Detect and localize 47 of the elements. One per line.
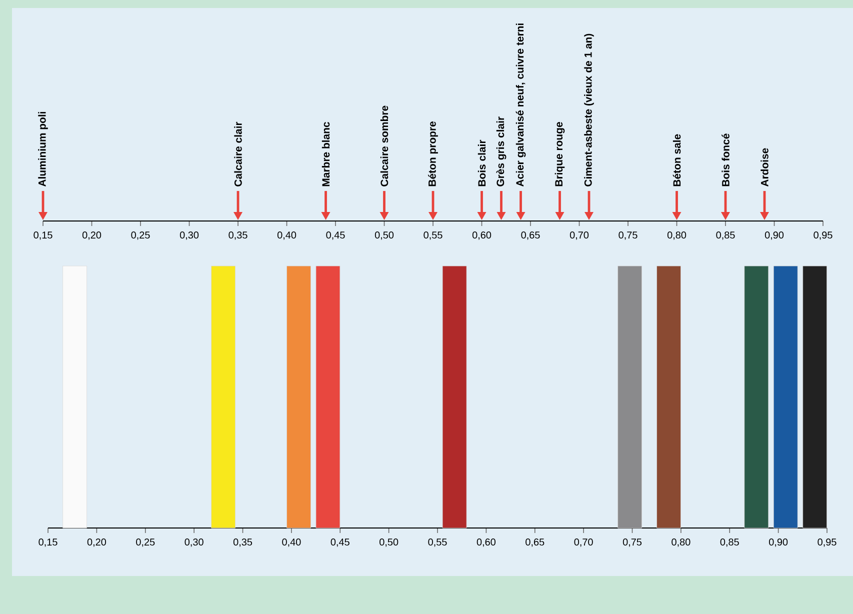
ref-line-label: Acier galvanisé neuf, cuivre terni [516, 24, 526, 187]
x-tick-label: 0,45 [330, 538, 350, 547]
x2-tick-label: 0,40 [277, 232, 296, 240]
ref-line-label: Aluminium poli [38, 112, 48, 187]
ref-line-label: Grès gris clair [496, 116, 506, 186]
x-tick-label: 0,40 [282, 538, 301, 547]
ref-line-label: Bois foncé [722, 134, 730, 186]
x2-tick-label: 0,50 [374, 232, 394, 240]
x-tick-label: 0,95 [818, 538, 836, 547]
x-tick-label: 0,35 [233, 538, 252, 547]
ref-line-label: Béton sale [672, 134, 681, 186]
x-tick-label: 0,65 [526, 538, 544, 547]
x2-tick-label: 0,45 [326, 232, 345, 240]
x-tick-label: 0,80 [672, 538, 690, 547]
x2-tick-label: 0,85 [716, 232, 735, 240]
ref-line-label: Marbre blanc [322, 122, 330, 186]
x-tick-label: 0,75 [622, 538, 642, 547]
x-tick-label: 0,20 [87, 538, 106, 547]
x2-tick-label: 0,90 [764, 232, 784, 240]
x2-tick-label: 0,20 [82, 232, 102, 240]
x-tick-label: 0,50 [380, 538, 398, 547]
ref-line-label: Béton propre [428, 121, 438, 186]
x2-tick-label: 0,65 [521, 232, 540, 240]
ref-line-label: Ciment-asbeste (vieux de 1 an) [584, 34, 594, 186]
x2-tick-label: 0,55 [424, 232, 442, 240]
x2-tick-label: 0,35 [228, 232, 248, 240]
x-tick-label: 0,60 [476, 538, 496, 547]
x2-tick-label: 0,60 [472, 232, 492, 240]
x-tick-label: 0,30 [184, 538, 204, 547]
x-tick-label: 0,85 [720, 538, 739, 547]
ref-line-label: Brique rouge [554, 122, 565, 186]
x2-tick-label: 0,95 [814, 232, 832, 240]
x-tick-label: 0,90 [769, 538, 788, 547]
ref-line-label: Bois clair [478, 140, 486, 186]
x2-tick-label: 0,70 [570, 232, 589, 240]
x-tick-label: 0,15 [38, 538, 58, 547]
ref-line-label: Calcaire clair [234, 122, 242, 186]
x-tick-label: 0,70 [574, 538, 593, 547]
ref-line-label: Ardoise [760, 148, 768, 187]
x2-tick-label: 0,15 [34, 232, 52, 240]
x2-tick-label: 0,80 [667, 232, 686, 240]
x-tick-label: 0,55 [428, 538, 447, 547]
x2-tick-label: 0,75 [618, 232, 638, 240]
ref-line-label: Calcaire sombre [380, 106, 388, 186]
x2-tick-label: 0,25 [131, 232, 150, 240]
x-tick-label: 0,25 [136, 538, 155, 547]
x2-tick-label: 0,30 [180, 232, 199, 240]
